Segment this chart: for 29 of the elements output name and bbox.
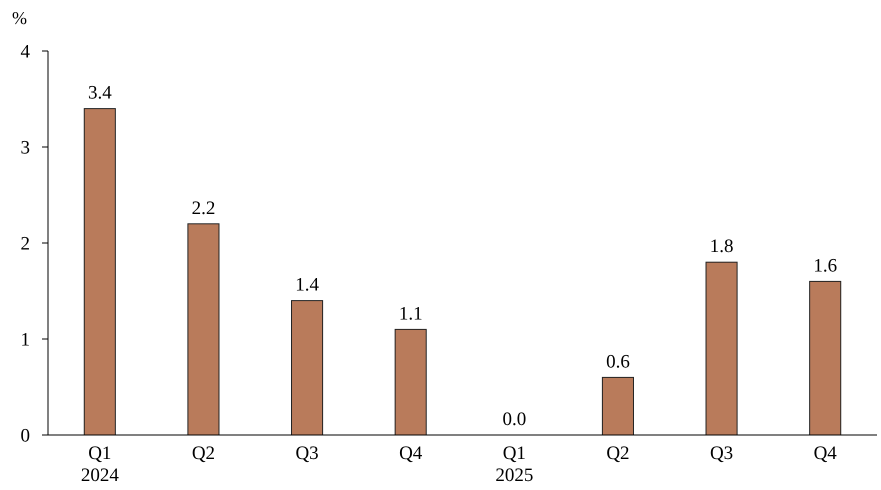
y-tick-label: 3 bbox=[20, 138, 30, 159]
data-label: 1.1 bbox=[398, 303, 423, 324]
data-label: 1.4 bbox=[295, 274, 320, 296]
x-tick-label: Q1 2025 bbox=[495, 443, 534, 486]
x-tick-label: Q2 bbox=[192, 443, 216, 464]
bar bbox=[809, 280, 842, 436]
bar bbox=[291, 300, 324, 436]
data-label: 1.8 bbox=[710, 236, 734, 258]
bar bbox=[394, 328, 427, 436]
x-tick-label: Q4 bbox=[399, 443, 423, 464]
bar bbox=[602, 376, 634, 436]
y-tick-label: 4 bbox=[20, 42, 30, 63]
y-axis-title: % bbox=[12, 8, 27, 28]
y-tick-label: 0 bbox=[20, 426, 30, 447]
data-label: 3.4 bbox=[88, 82, 112, 104]
x-tick-label: Q3 bbox=[710, 443, 734, 464]
y-tick-label: 1 bbox=[20, 330, 30, 351]
bar bbox=[84, 108, 116, 436]
bar bbox=[187, 223, 220, 436]
x-tick-label: Q4 bbox=[814, 443, 838, 464]
x-tick-label: Q3 bbox=[295, 443, 319, 464]
bar bbox=[706, 262, 738, 436]
data-label: 0.0 bbox=[502, 409, 526, 430]
y-tick-label: 2 bbox=[20, 234, 30, 255]
data-label: 0.6 bbox=[606, 351, 630, 372]
data-label: 2.2 bbox=[192, 198, 216, 219]
x-tick-label: Q1 2024 bbox=[80, 443, 120, 486]
data-label: 1.6 bbox=[813, 255, 838, 276]
x-tick-label: Q2 bbox=[606, 443, 630, 464]
